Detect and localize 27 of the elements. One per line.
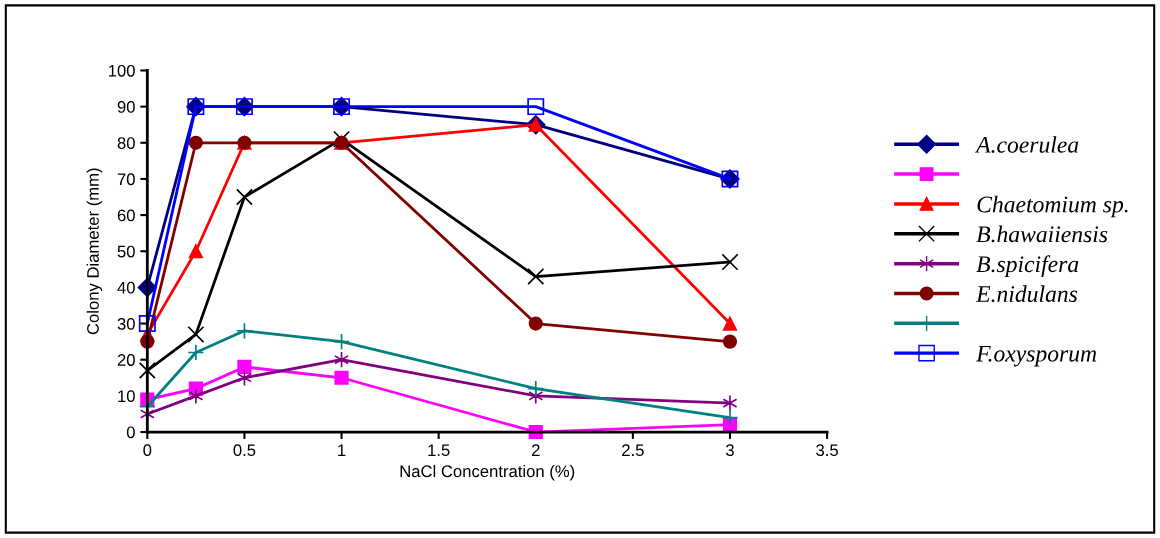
x-tick-label: 3.5: [816, 444, 838, 457]
x-tick-label: 1: [338, 444, 346, 456]
y-tick-label: 100: [108, 64, 135, 77]
y-tick-label: 0: [126, 426, 135, 439]
y-tick-label: 80: [117, 137, 135, 149]
x-tick-label: 3: [725, 444, 734, 457]
x-tick-label: 0: [143, 444, 152, 457]
y-tick-label: 60: [117, 209, 135, 222]
y-tick-label: 30: [117, 317, 135, 330]
legend-label: B.spicifera: [976, 255, 1079, 277]
legend-label: B.hawaiiensis: [976, 225, 1108, 243]
legend-label: F.oxysporum: [976, 345, 1097, 367]
y-tick-label: 70: [117, 173, 135, 186]
y-axis-title: Colony Diameter (mm): [86, 168, 103, 335]
y-tick-label: 10: [118, 390, 135, 403]
y-tick-label: 90: [117, 101, 135, 113]
legend-label: E.nidulans: [975, 285, 1078, 303]
legend-label: Chaetomium sp.: [977, 195, 1128, 218]
x-axis-title: NaCl Concentration (%): [400, 464, 575, 481]
x-tick-label: 2.5: [622, 444, 644, 457]
legend-label: A.coerulea: [974, 136, 1079, 153]
y-tick-label: 40: [117, 281, 135, 294]
y-tick-label: 20: [117, 354, 135, 366]
x-tick-label: 0.5: [233, 444, 256, 457]
x-tick-label: 1.5: [428, 444, 450, 457]
x-tick-label: 2: [531, 444, 540, 456]
y-tick-label: 50: [117, 245, 135, 258]
